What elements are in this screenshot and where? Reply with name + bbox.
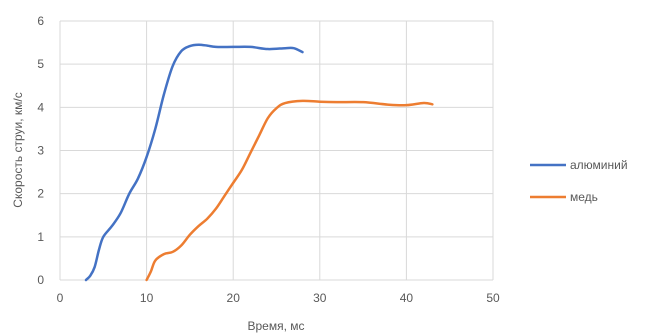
grid-lines	[59, 20, 494, 281]
series-line-1	[84, 43, 304, 282]
y-tick-label: 1	[37, 230, 44, 244]
legend: алюминий медь	[530, 158, 628, 204]
y-tick-label: 6	[37, 14, 44, 28]
y-axis-title: Скорость струи, км/с	[11, 92, 25, 207]
x-tick-label: 50	[486, 291, 500, 305]
y-tick-label: 2	[37, 187, 44, 201]
x-tick-label: 10	[140, 291, 154, 305]
legend-label-2: медь	[570, 190, 598, 204]
x-tick-label: 0	[57, 291, 64, 305]
x-tick-label: 20	[227, 291, 241, 305]
series-lines	[84, 43, 434, 282]
axis-ticks: 0 1 2 3 4 5 6 0 10 20 30 40 50	[37, 14, 500, 305]
x-tick-label: 40	[400, 291, 414, 305]
legend-label-1: алюминий	[570, 158, 628, 172]
y-tick-label: 5	[37, 57, 44, 71]
y-tick-label: 3	[37, 144, 44, 158]
series-line-2	[145, 99, 434, 282]
x-tick-label: 30	[313, 291, 327, 305]
y-tick-label: 4	[37, 100, 44, 114]
y-tick-label: 0	[37, 273, 44, 287]
x-axis-title: Время, мс	[247, 319, 304, 333]
